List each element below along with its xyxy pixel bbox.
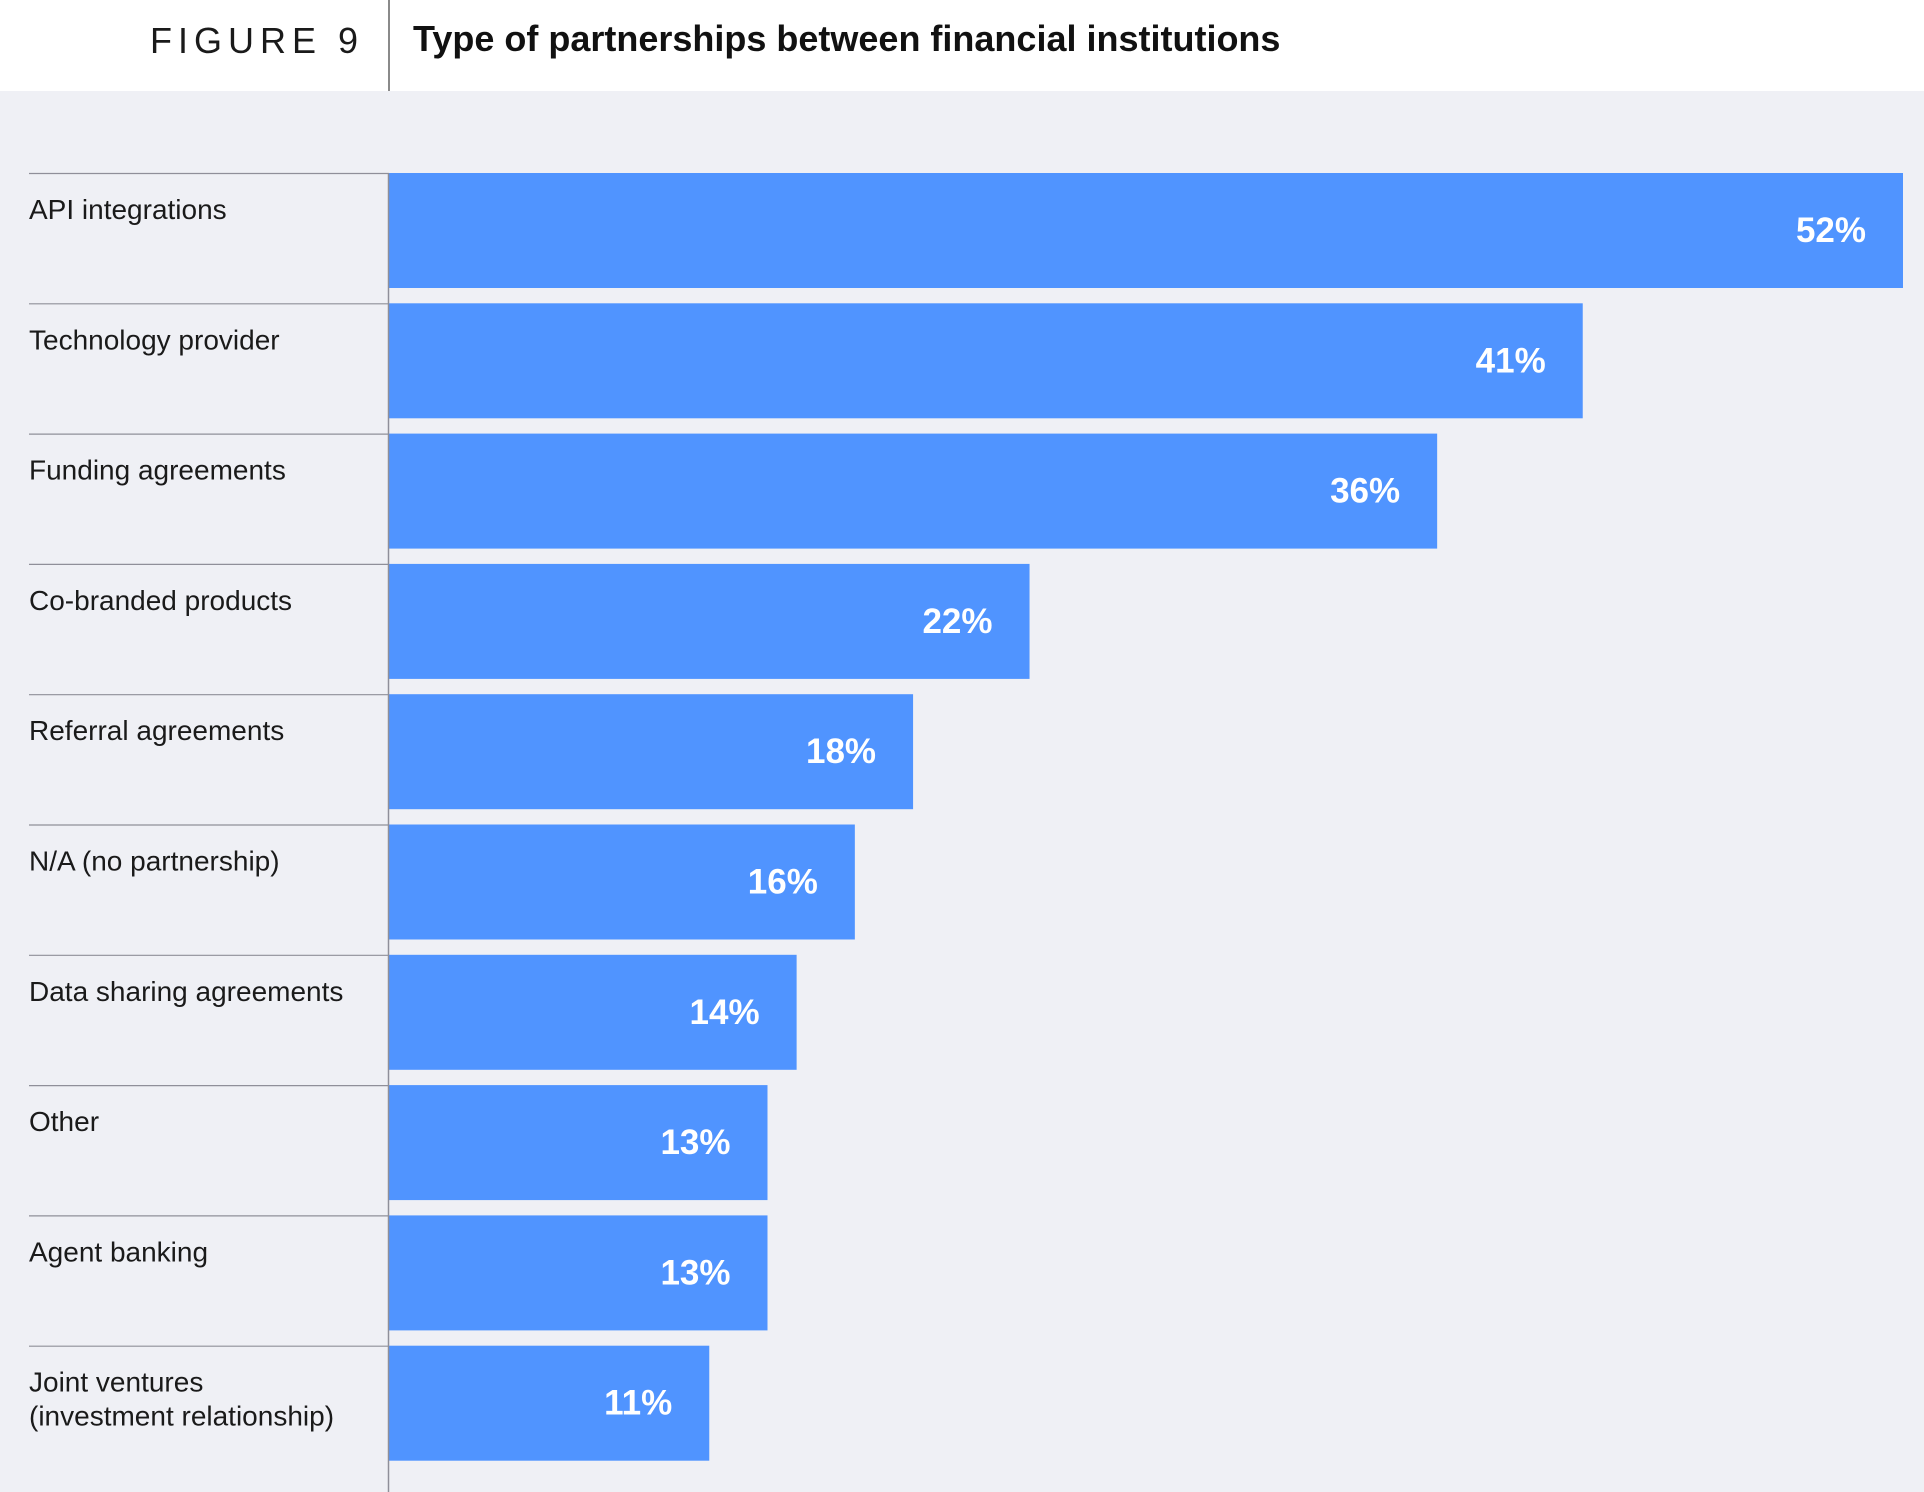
value-label: 22% [922, 602, 992, 641]
value-label: 11% [604, 1384, 672, 1423]
category-label: API integrations [29, 194, 227, 225]
value-label: 18% [806, 732, 876, 771]
bar [389, 1085, 768, 1201]
bar [389, 1345, 710, 1461]
category-label: Technology provider [29, 324, 280, 355]
bar [389, 694, 914, 810]
category-label: Other [29, 1106, 99, 1137]
chart-area: API integrations 52% Technology provider 41… [0, 91, 1924, 1492]
category-label: Agent banking [29, 1236, 208, 1267]
bar [389, 563, 1030, 679]
category-label: Data sharing agreements [29, 976, 343, 1007]
value-label: 13% [660, 1253, 730, 1292]
value-label: 14% [690, 993, 760, 1032]
bar-chart: API integrations 52% Technology provider 41… [29, 172, 1903, 1492]
category-label: Co-branded products [29, 585, 292, 616]
bar [389, 954, 797, 1070]
bar [389, 433, 1438, 549]
category-label: Funding agreements [29, 455, 286, 486]
bar [389, 173, 1903, 288]
bar [389, 824, 855, 940]
bar [389, 1215, 768, 1331]
value-label: 41% [1476, 341, 1546, 380]
figure-header: FIGURE 9 Type of partnerships between fi… [0, 0, 1924, 91]
category-label: N/A (no partnership) [29, 846, 280, 877]
category-label: Joint ventures (investment relationship) [29, 1367, 334, 1432]
bar [389, 303, 1583, 419]
header-divider [388, 0, 390, 91]
value-label: 16% [748, 863, 818, 902]
value-label: 52% [1796, 211, 1866, 250]
category-label: Referral agreements [29, 715, 284, 746]
value-label: 36% [1330, 472, 1400, 511]
chart-title: Type of partnerships between financial i… [413, 18, 1281, 59]
value-label: 13% [660, 1123, 730, 1162]
figure-number: FIGURE 9 [149, 20, 364, 61]
